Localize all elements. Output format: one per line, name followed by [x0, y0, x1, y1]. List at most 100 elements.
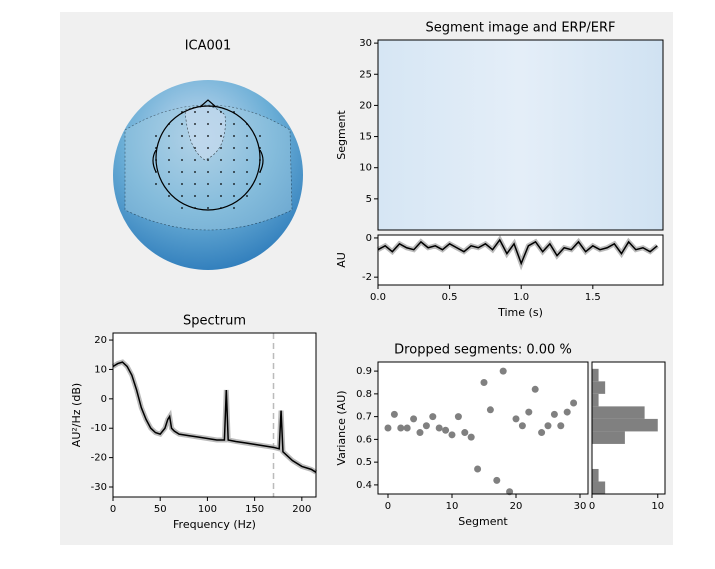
x-tick-label: 0.5: [442, 292, 458, 303]
sensor: [207, 159, 209, 161]
point: [410, 415, 418, 423]
sensor: [220, 123, 222, 125]
point: [467, 433, 475, 441]
nose: [199, 99, 217, 108]
sensor: [194, 147, 196, 149]
y-axis-label: AU²/Hz (dB): [70, 383, 83, 447]
point: [480, 378, 488, 386]
sensor: [220, 159, 222, 161]
sensor: [194, 111, 196, 113]
sensor: [155, 159, 157, 161]
sensor: [233, 171, 235, 173]
hist-bar: [592, 431, 625, 444]
line: [377, 238, 658, 266]
point: [550, 410, 558, 418]
y-tick-label: 0.9: [356, 366, 372, 377]
line: [112, 361, 317, 473]
y-tick-label: 5: [366, 194, 372, 205]
sensor: [207, 123, 209, 125]
axes-title: Spectrum: [183, 314, 246, 329]
sensor: [155, 171, 157, 173]
sensor: [155, 147, 157, 149]
point: [518, 422, 526, 430]
point: [416, 429, 424, 437]
sensor: [259, 171, 261, 173]
hist-bar: [592, 468, 599, 482]
sensor: [194, 207, 196, 209]
axes-background: [378, 40, 663, 230]
y-axis-label: Variance (AU): [335, 390, 348, 465]
x-tick-label: 0: [589, 501, 595, 512]
point: [435, 424, 443, 432]
x-tick-label: 0: [110, 504, 116, 515]
sensor: [233, 159, 235, 161]
sensor: [168, 147, 170, 149]
sensor: [246, 147, 248, 149]
topomap: [113, 80, 303, 270]
sensor: [220, 147, 222, 149]
x-tick-label: 10: [651, 501, 664, 512]
sensor: [181, 183, 183, 185]
point: [557, 422, 565, 430]
sensor: [259, 159, 261, 161]
sensor: [207, 111, 209, 113]
point: [390, 410, 398, 418]
point: [493, 476, 501, 484]
y-tick-label: -2: [362, 272, 372, 283]
point: [474, 465, 482, 473]
sensor: [246, 159, 248, 161]
sensor: [246, 123, 248, 125]
sensor: [181, 147, 183, 149]
sensor: [207, 147, 209, 149]
point: [422, 422, 430, 430]
axes-frame: [112, 332, 317, 498]
sensor: [220, 207, 222, 209]
sensor: [233, 207, 235, 209]
x-tick-label: 30: [574, 501, 587, 512]
sensor: [233, 147, 235, 149]
sensor: [207, 195, 209, 197]
sensor: [259, 183, 261, 185]
hist-bar: [592, 381, 606, 394]
contour: [124, 104, 293, 231]
sensor: [220, 195, 222, 197]
sensor: [181, 171, 183, 173]
point: [448, 431, 456, 439]
sensor: [168, 123, 170, 125]
contour: [184, 105, 226, 161]
point: [499, 367, 507, 375]
axes-title: Segment image and ERP/ERF: [425, 21, 615, 36]
topo-title: ICA001: [185, 39, 232, 54]
y-tick-label: 0: [366, 233, 372, 244]
sensor: [194, 195, 196, 197]
sensor: [194, 123, 196, 125]
sensor: [220, 111, 222, 113]
x-tick-label: 1.0: [513, 292, 529, 303]
point: [544, 422, 552, 430]
point: [429, 413, 437, 421]
x-axis-label: Time (s): [497, 306, 543, 319]
point: [525, 408, 533, 416]
point: [397, 424, 405, 432]
sensor: [259, 147, 261, 149]
sensor: [220, 135, 222, 137]
point: [461, 429, 469, 437]
y-tick-label: 0.8: [356, 389, 372, 400]
sensor: [233, 183, 235, 185]
x-tick-label: 200: [292, 504, 311, 515]
axes-frame: [591, 361, 666, 495]
y-tick-label: 20: [94, 335, 107, 346]
point: [454, 413, 462, 421]
x-axis-label: Frequency (Hz): [173, 518, 256, 531]
sensor: [181, 195, 183, 197]
point: [442, 426, 450, 434]
y-tick-label: 15: [359, 132, 372, 143]
y-tick-label: -10: [91, 423, 107, 434]
sensor: [233, 195, 235, 197]
y-tick-label: 0.4: [356, 480, 372, 491]
y-tick-label: 0.5: [356, 457, 372, 468]
hist-bar: [592, 368, 599, 382]
x-tick-label: 50: [154, 504, 167, 515]
sensor: [168, 135, 170, 137]
